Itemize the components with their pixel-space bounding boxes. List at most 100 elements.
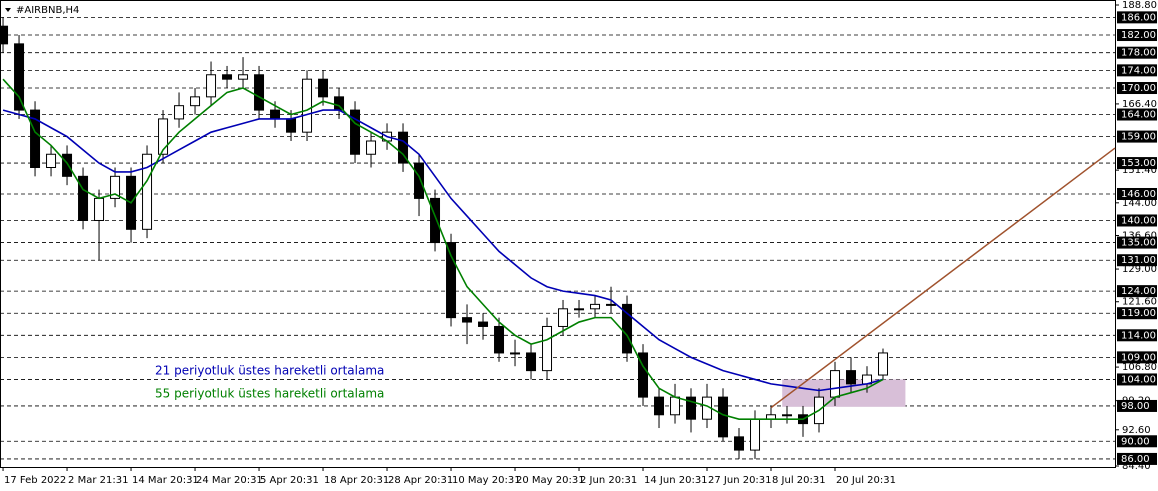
candle-body <box>286 118 297 133</box>
moving-average <box>2 78 884 420</box>
level-label-box <box>1117 157 1157 170</box>
level-label-box <box>1117 351 1157 364</box>
level-label: 164.00 <box>1121 110 1156 121</box>
y-tick-label: 166.40 <box>1122 99 1157 110</box>
y-tick-label: 92.60 <box>1122 425 1151 436</box>
candle-body <box>526 352 537 372</box>
level-label: 86.00 <box>1121 454 1150 465</box>
candle-body <box>462 317 473 323</box>
level-label: 174.00 <box>1121 65 1156 76</box>
level-label-box <box>1117 435 1157 448</box>
candle-body <box>734 436 745 451</box>
candle-body <box>558 308 569 327</box>
x-tick-label: 24 Mar 20:31 <box>196 475 263 486</box>
level-label: 159.00 <box>1121 132 1156 143</box>
y-tick-label: 84.40 <box>1122 461 1151 472</box>
y-tick-label: 136.60 <box>1122 231 1157 242</box>
candle-body <box>158 118 169 155</box>
level-label: 98.00 <box>1121 401 1150 412</box>
level-label: 104.00 <box>1121 374 1156 385</box>
x-tick-label: 10 May 20:31 <box>452 475 521 486</box>
level-label-box <box>1117 46 1157 59</box>
y-tick-label: 121.60 <box>1122 297 1157 308</box>
candle-body <box>270 109 281 120</box>
y-tick-label: 144.00 <box>1122 198 1157 209</box>
candle-body <box>670 396 681 416</box>
x-tick-label: 20 May 20:31 <box>516 475 585 486</box>
level-label: 135.00 <box>1121 238 1156 249</box>
annotation: 21 periyotluk üstes hareketli ortalama <box>155 364 384 378</box>
candle-body <box>30 109 41 168</box>
level-label: 124.00 <box>1121 286 1156 297</box>
x-tick-label: 2 Jun 20:31 <box>580 475 637 486</box>
level-label-box <box>1117 82 1157 95</box>
level-label: 153.00 <box>1121 158 1156 169</box>
chart-title: #AIRBNB,H4 <box>16 5 79 16</box>
level-label-box <box>1117 285 1157 298</box>
x-tick-label: 14 Jun 20:31 <box>644 475 708 486</box>
candle-body <box>478 321 489 327</box>
level-label-box <box>1117 214 1157 227</box>
x-tick-label: 18 Apr 20:31 <box>324 475 389 486</box>
candle-body <box>638 352 649 398</box>
candle-body <box>78 175 89 221</box>
y-tick-label: 129.00 <box>1122 264 1157 275</box>
candle-body <box>222 74 233 80</box>
candle-body <box>846 370 857 385</box>
candle-body <box>574 308 585 311</box>
level-label: 146.00 <box>1121 189 1156 200</box>
level-label-box <box>1117 329 1157 342</box>
level-label-box <box>1117 254 1157 267</box>
candle-body <box>494 325 505 354</box>
candle-body <box>446 242 457 319</box>
y-tick-label: 151.40 <box>1122 165 1157 176</box>
x-tick-label: 17 Feb 2022 <box>4 475 66 486</box>
candle-body <box>14 43 25 111</box>
level-label-box <box>1117 452 1157 465</box>
level-label: 186.00 <box>1121 12 1156 23</box>
candle-body <box>254 74 265 111</box>
level-label-box <box>1117 399 1157 412</box>
candle-body <box>206 74 217 98</box>
level-label: 182.00 <box>1121 30 1156 41</box>
candle-body <box>46 153 57 168</box>
candle-body <box>606 303 617 306</box>
level-label-box <box>1117 130 1157 143</box>
candle-body <box>430 197 441 244</box>
candle-body <box>510 352 521 355</box>
level-label-box <box>1117 307 1157 320</box>
candle-body <box>750 418 761 451</box>
candle-body <box>542 325 553 372</box>
x-tick-label: 28 Apr 20:31 <box>388 475 453 486</box>
level-label-box <box>1117 64 1157 77</box>
y-tick-label: 188.80 <box>1122 0 1157 11</box>
level-label-box <box>1117 373 1157 386</box>
x-tick-label: 5 Apr 20:31 <box>260 475 319 486</box>
level-label: 109.00 <box>1121 352 1156 363</box>
candle-body <box>318 78 329 98</box>
candle-body <box>830 370 841 398</box>
level-label: 90.00 <box>1121 436 1150 447</box>
x-tick-label: 14 Mar 20:31 <box>132 475 199 486</box>
x-tick-label: 2 Mar 21:31 <box>68 475 128 486</box>
candle-body <box>142 153 153 230</box>
level-label: 114.00 <box>1121 330 1156 341</box>
annotation: 55 periyotluk üstes hareketli ortalama <box>155 387 384 401</box>
candle-body <box>0 25 9 45</box>
candle-body <box>110 175 121 199</box>
level-label: 170.00 <box>1121 83 1156 94</box>
x-tick-label: 27 Jun 20:31 <box>708 475 772 486</box>
candle-body <box>174 105 185 120</box>
highlight-rectangle <box>782 379 906 407</box>
candle-body <box>190 96 201 107</box>
candle-body <box>718 396 729 438</box>
level-label: 131.00 <box>1121 255 1156 266</box>
candle-body <box>238 74 249 80</box>
candle-body <box>398 131 409 164</box>
y-tick-label: 106.80 <box>1122 362 1157 373</box>
candle-body <box>590 303 601 310</box>
candle-body <box>622 303 633 354</box>
level-label: 119.00 <box>1121 308 1156 319</box>
menu-arrow <box>5 8 11 12</box>
